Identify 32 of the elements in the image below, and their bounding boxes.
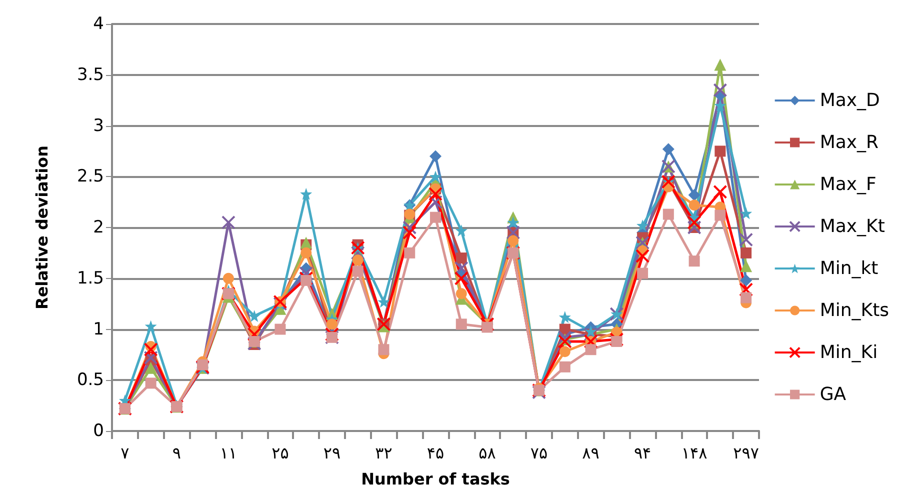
legend-label: Max_Kt [820,216,885,237]
x-axis-title: Number of tasks [361,470,510,488]
legend-label: Min_kt [820,258,878,279]
y-tick-label: 0 [93,421,104,441]
y-tick-label: 3 [93,116,104,136]
y-tick-label: 4 [93,14,104,34]
y-tick-label: 2 [93,218,104,238]
x-tick-label: ۲۵ [272,444,289,462]
y-tick-label: 1.5 [76,268,104,288]
x-tick-label: ۹۴ [634,444,652,462]
y-tick-label: 2.5 [76,166,104,187]
x-tick-label: ۳۲ [375,444,392,462]
x-tick-label: ۱۴۸ [681,444,708,462]
x-tick-label: ۹ [172,444,181,462]
x-tick-label: ۷ [120,444,130,462]
x-tick-label: ۲۹۷ [733,444,760,462]
x-tick-label: ۴۵ [426,444,444,462]
y-tick-label: 3.5 [76,64,104,85]
y-axis-title: Relative deviation [32,146,52,310]
legend-label: Min_Ki [820,342,878,363]
legend-label: Max_D [820,90,880,111]
y-tick-label: 1 [93,319,104,340]
x-tick-label: ۱۱ [220,444,238,462]
legend-label: GA [820,384,847,405]
x-tick-label: ۸۹ [582,444,600,462]
x-tick-label: ۷۵ [530,444,548,462]
x-tick-label: ۵۸ [478,444,496,462]
x-tick-label: ۲۹ [323,444,341,462]
legend-label: Max_F [820,174,876,195]
legend-label: Min_Kts [820,300,890,321]
legend-label: Max_R [820,132,879,153]
y-tick-label: 0.5 [76,370,104,390]
